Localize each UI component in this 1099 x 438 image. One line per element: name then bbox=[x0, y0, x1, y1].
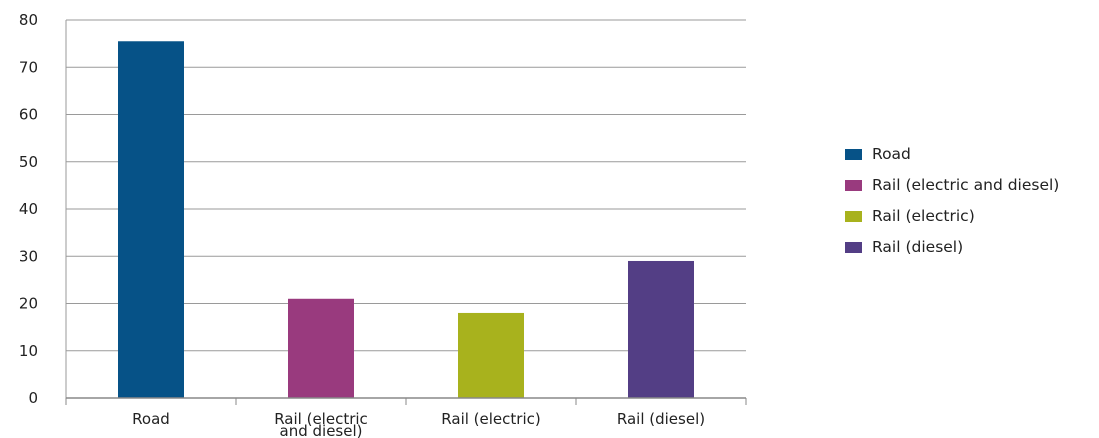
y-tick-label: 60 bbox=[19, 106, 38, 124]
legend-item: Road bbox=[845, 142, 1059, 166]
legend-item: Rail (electric) bbox=[845, 204, 1059, 228]
legend-item: Rail (electric and diesel) bbox=[845, 173, 1059, 197]
legend-label: Rail (electric) bbox=[872, 207, 975, 225]
legend-item: Rail (diesel) bbox=[845, 235, 1059, 259]
legend-swatch bbox=[845, 148, 862, 160]
x-axis-category-labels: Road Rail (electric and diesel) Rail (elect… bbox=[132, 410, 705, 438]
legend-swatch bbox=[845, 241, 862, 253]
legend: Road Rail (electric and diesel) Rail (elec… bbox=[845, 142, 1059, 266]
y-tick-label: 40 bbox=[19, 200, 38, 218]
legend-label: Rail (electric and diesel) bbox=[872, 176, 1060, 194]
y-tick-label: 30 bbox=[19, 247, 38, 265]
y-tick-label: 20 bbox=[19, 295, 38, 313]
x-category-label: Rail (electric and diesel) bbox=[274, 410, 368, 438]
legend-label: Road bbox=[872, 145, 911, 163]
legend-swatch bbox=[845, 179, 862, 191]
y-tick-label: 10 bbox=[19, 342, 38, 360]
y-axis-tick-labels: 0 10 20 30 40 50 60 70 80 bbox=[19, 11, 38, 407]
x-axis bbox=[65, 397, 747, 405]
legend-label: Rail (diesel) bbox=[872, 238, 964, 256]
bar bbox=[118, 41, 184, 398]
y-tick-label: 70 bbox=[19, 58, 38, 76]
x-category-label: Rail (electric) bbox=[441, 410, 540, 428]
bar bbox=[458, 312, 524, 398]
y-tick-label: 80 bbox=[19, 11, 38, 29]
y-tick-label: 0 bbox=[28, 389, 38, 407]
x-category-label: Road bbox=[132, 410, 170, 428]
legend-swatch bbox=[845, 210, 862, 222]
x-category-label: Rail (diesel) bbox=[617, 410, 705, 428]
y-tick-label: 50 bbox=[19, 153, 38, 171]
bar bbox=[628, 260, 694, 398]
bars bbox=[118, 41, 694, 398]
bar bbox=[288, 298, 354, 398]
